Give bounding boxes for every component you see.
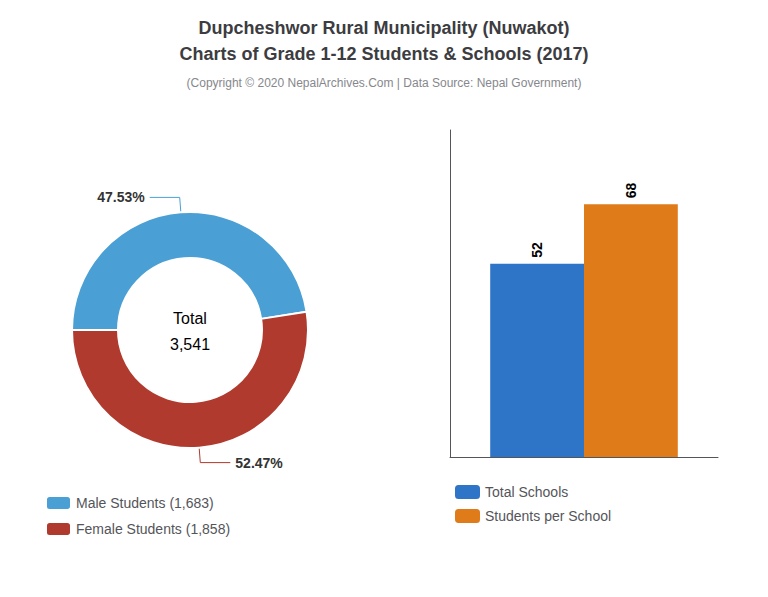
- svg-text:52.47%: 52.47%: [235, 455, 283, 471]
- svg-text:68: 68: [623, 183, 639, 199]
- svg-text:Students per School: Students per School: [485, 508, 611, 524]
- svg-text:52: 52: [529, 242, 545, 258]
- svg-text:3,541: 3,541: [170, 336, 210, 353]
- svg-text:Charts of Grade 1-12 Students: Charts of Grade 1-12 Students & Schools …: [179, 44, 588, 64]
- svg-text:Total: Total: [173, 310, 207, 327]
- svg-text:Total Schools: Total Schools: [485, 484, 568, 500]
- svg-text:Dupcheshwor Rural Municipality: Dupcheshwor Rural Municipality (Nuwakot): [198, 18, 569, 38]
- svg-text:(Copyright © 2020 NepalArchive: (Copyright © 2020 NepalArchives.Com | Da…: [187, 76, 582, 90]
- svg-text:Female Students (1,858): Female Students (1,858): [76, 521, 230, 537]
- svg-text:47.53%: 47.53%: [97, 189, 145, 205]
- svg-text:Male Students (1,683): Male Students (1,683): [76, 495, 214, 511]
